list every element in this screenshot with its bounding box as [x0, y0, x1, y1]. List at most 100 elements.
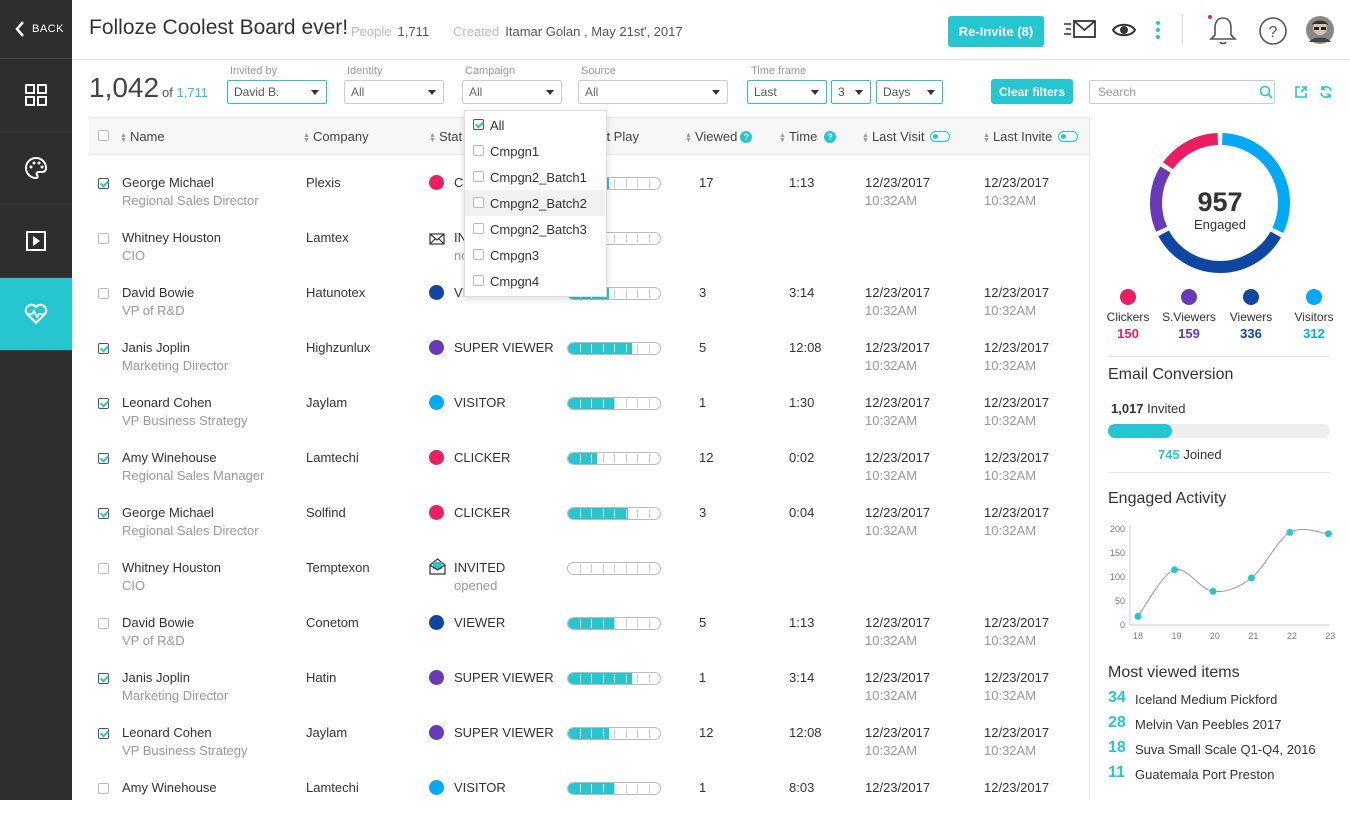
campaign-option[interactable]: Cmpgn1	[465, 138, 606, 164]
col-name[interactable]: ▲ ▼ Name	[120, 129, 165, 144]
clear-filters-button[interactable]: Clear filters	[991, 79, 1073, 104]
row-name[interactable]: George Michael	[122, 505, 214, 520]
timeframe-mode-select[interactable]: Last	[747, 80, 827, 104]
col-last-visit[interactable]: ▲ ▼ Last Visit	[862, 129, 951, 144]
col-status[interactable]: ▲ ▼ Stat	[429, 129, 462, 144]
table-row[interactable]: Amy Winehouse Regional Sales Manager Lam…	[89, 450, 1089, 505]
bell-icon[interactable]	[1208, 14, 1238, 46]
row-name[interactable]: Amy Winehouse	[122, 780, 217, 795]
invited-by-select[interactable]: David B.	[227, 80, 327, 104]
campaign-option-checkbox[interactable]	[473, 145, 484, 156]
donut-slice-clickers	[1163, 133, 1219, 170]
sidebar-item-grid[interactable]	[0, 59, 72, 132]
table-row[interactable]: Whitney Houston CIO Temptexon INVITED op…	[89, 558, 1089, 615]
row-name[interactable]: Leonard Cohen	[122, 395, 212, 410]
campaign-option[interactable]: Cmpgn2_Batch2	[465, 190, 606, 216]
row-checkbox[interactable]	[98, 288, 109, 299]
table-row[interactable]: George Michael Regional Sales Director S…	[89, 505, 1089, 560]
back-button[interactable]: BACK	[0, 0, 72, 59]
campaign-option[interactable]: All	[465, 112, 606, 138]
campaign-option[interactable]: Cmpgn4	[465, 268, 606, 294]
send-mail-icon[interactable]	[1063, 18, 1097, 42]
campaign-option-checkbox[interactable]	[473, 223, 484, 234]
row-checkbox[interactable]	[98, 398, 109, 409]
sidebar-item-design[interactable]	[0, 132, 72, 205]
search-input[interactable]: Search	[1089, 80, 1275, 104]
table-row[interactable]: Janis Joplin Marketing Director Highzunl…	[89, 340, 1089, 395]
help-icon[interactable]: ?	[823, 131, 836, 143]
table-row[interactable]: David Bowie VP of R&D Conetom VIEWER 5 1…	[89, 615, 1089, 670]
campaign-option-checkbox[interactable]	[473, 171, 484, 182]
table-row[interactable]: Leonard Cohen VP Business Strategy Jayla…	[89, 395, 1089, 450]
last-visit-toggle[interactable]	[930, 131, 951, 142]
row-name[interactable]: David Bowie	[122, 285, 195, 300]
row-name[interactable]: Whitney Houston	[122, 230, 221, 245]
col-company[interactable]: ▲ ▼ Company	[303, 129, 369, 144]
row-name[interactable]: Whitney Houston	[122, 560, 221, 575]
most-viewed-label[interactable]: Guatemala Port Preston	[1135, 767, 1275, 782]
more-vertical-icon[interactable]	[1154, 20, 1162, 40]
identity-select[interactable]: All	[344, 80, 444, 104]
row-name[interactable]: Leonard Cohen	[122, 725, 212, 740]
help-icon[interactable]: ?	[1258, 16, 1288, 46]
table-row[interactable]: Leonard Cohen VP Business Strategy Jayla…	[89, 725, 1089, 780]
data-point[interactable]	[1134, 612, 1142, 620]
timeframe-unit-select[interactable]: Days	[876, 80, 943, 104]
col-last-invite[interactable]: ▲ ▼ Last Invite	[983, 129, 1079, 144]
row-checkbox[interactable]	[98, 343, 109, 354]
sidebar-item-preview[interactable]	[0, 205, 72, 278]
engaged-value: 957	[1197, 187, 1243, 217]
data-point[interactable]	[1171, 566, 1179, 574]
data-point[interactable]	[1247, 574, 1255, 582]
row-name[interactable]: George Michael	[122, 175, 214, 190]
export-icon[interactable]	[1294, 85, 1308, 99]
campaign-option-checkbox[interactable]	[473, 275, 484, 286]
avatar[interactable]	[1305, 15, 1335, 45]
row-checkbox[interactable]	[98, 618, 109, 629]
most-viewed-label[interactable]: Suva Small Scale Q1-Q4, 2016	[1135, 742, 1316, 757]
campaign-option-checkbox[interactable]	[473, 249, 484, 260]
reinvite-button[interactable]: Re-Invite (8)	[948, 16, 1044, 47]
row-checkbox[interactable]	[98, 233, 109, 244]
table-row[interactable]: Amy Winehouse Lamtechi VISITOR 1 8:03 12…	[89, 780, 1089, 835]
row-checkbox[interactable]	[98, 783, 109, 794]
col-time[interactable]: ▲ ▼ Time ?	[779, 129, 836, 144]
data-point[interactable]	[1286, 528, 1294, 536]
refresh-icon[interactable]	[1319, 85, 1333, 99]
row-name[interactable]: Amy Winehouse	[122, 450, 217, 465]
row-checkbox[interactable]	[98, 508, 109, 519]
content-play-fill	[568, 673, 632, 684]
campaign-option-checkbox[interactable]	[473, 119, 484, 130]
most-viewed-label[interactable]: Iceland Medium Pickford	[1135, 692, 1278, 707]
sidebar-item-analytics[interactable]	[0, 278, 72, 351]
row-checkbox[interactable]	[98, 673, 109, 684]
data-point[interactable]	[1324, 530, 1332, 538]
help-icon[interactable]: ?	[740, 131, 753, 143]
eye-icon[interactable]	[1112, 20, 1136, 40]
most-viewed-label[interactable]: Melvin Van Peebles 2017	[1135, 717, 1282, 732]
row-name[interactable]: Janis Joplin	[122, 340, 190, 355]
col-viewed[interactable]: ▲ ▼ Viewed?	[685, 129, 753, 144]
search-icon[interactable]	[1259, 85, 1273, 99]
last-invite-toggle[interactable]	[1058, 131, 1079, 142]
campaign-option-checkbox[interactable]	[473, 197, 484, 208]
row-checkbox[interactable]	[98, 728, 109, 739]
source-select[interactable]: All	[578, 80, 728, 104]
campaign-option[interactable]: Cmpgn3	[465, 242, 606, 268]
data-point[interactable]	[1209, 587, 1217, 595]
timeframe-amount-select[interactable]: 3	[831, 80, 871, 104]
row-checkbox[interactable]	[98, 453, 109, 464]
row-name[interactable]: Janis Joplin	[122, 670, 190, 685]
page-title: Folloze Coolest Board ever!	[89, 16, 349, 39]
table-row[interactable]: George Michael Regional Sales Director P…	[89, 175, 1089, 230]
campaign-option[interactable]: Cmpgn2_Batch3	[465, 216, 606, 242]
campaign-option[interactable]: Cmpgn2_Batch1	[465, 164, 606, 190]
select-all-checkbox[interactable]	[98, 130, 109, 141]
row-role: VP of R&D	[122, 303, 185, 318]
campaign-select[interactable]: All	[462, 80, 562, 104]
row-checkbox[interactable]	[98, 563, 109, 574]
row-checkbox[interactable]	[98, 178, 109, 189]
row-name[interactable]: David Bowie	[122, 615, 195, 630]
table-row[interactable]: Janis Joplin Marketing Director Hatin SU…	[89, 670, 1089, 725]
invited-stat: 1,017 Invited	[1111, 401, 1185, 416]
